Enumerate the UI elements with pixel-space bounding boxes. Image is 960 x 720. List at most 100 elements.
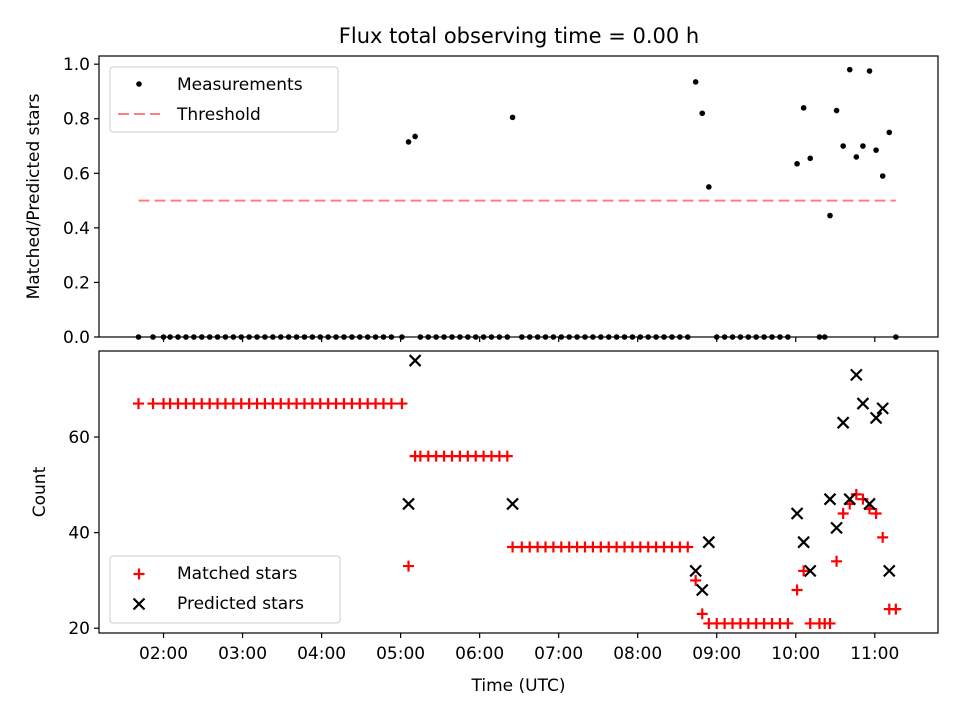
predicted-star-point: [689, 564, 702, 578]
measurement-point: [412, 133, 418, 140]
matched-star-point: [690, 574, 702, 586]
legend: Measurements Threshold: [109, 66, 339, 133]
y-tick-label: 0.8: [63, 110, 90, 130]
legend-frame: [109, 66, 339, 133]
y-axis-label: Matched/Predicted stars: [24, 93, 44, 299]
predicted-star-point: [132, 597, 146, 611]
legend-matched-label: Matched stars: [177, 564, 297, 584]
predicted-star-point: [702, 535, 716, 549]
matched-star-point: [824, 617, 836, 629]
matched-star-point: [133, 398, 145, 410]
measurement-point: [886, 129, 893, 136]
predicted-star-point: [402, 497, 415, 511]
matched-star-point: [857, 493, 869, 505]
y-axis-label: Count: [30, 466, 50, 517]
bottom-plot-area: [133, 354, 902, 629]
x-tick-label: 11:00: [850, 644, 899, 664]
matched-star-point: [385, 398, 397, 410]
measurement-point: [699, 110, 706, 117]
top-axes-frame: [98, 55, 939, 338]
predicted-star-point: [506, 497, 519, 511]
predicted-star-point: [843, 492, 857, 506]
bottom-axes-frame: [98, 350, 939, 634]
matched-star-point: [396, 398, 408, 410]
x-tick-label: 09:00: [692, 644, 741, 664]
y-tick-label: 40: [68, 524, 90, 544]
top-panel: 0.0 0.2 0.4 0.6 0.8 1.0 Matched/Predicted star…: [24, 55, 939, 348]
matched-star-point: [890, 603, 902, 615]
predicted-star-point: [695, 583, 709, 597]
measurement-point: [853, 154, 860, 160]
matched-star-point: [791, 584, 803, 596]
predicted-star-point: [797, 535, 810, 549]
matched-star-point: [507, 541, 519, 553]
measurement-point: [873, 147, 879, 153]
predicted-star-point: [869, 411, 883, 425]
predicted-star-point: [836, 416, 850, 429]
measurement-point: [833, 107, 840, 114]
x-tick-label: 04:00: [297, 644, 346, 664]
y-tick-label: 0.6: [63, 164, 90, 184]
y-tick-label: 60: [68, 428, 90, 448]
measurement-point: [840, 143, 846, 149]
matched-star-point: [682, 541, 694, 553]
bottom-panel: 20 40 60 02:00 03:00 04:00 05:00 06:00 07:00 08:0…: [30, 350, 939, 696]
predicted-star-point: [803, 564, 817, 578]
measurement-point: [846, 66, 853, 73]
legend-measurements-label: Measurements: [177, 75, 303, 95]
measurement-point: [827, 212, 833, 219]
plot-layer: 0.0 0.2 0.4 0.6 0.8 1.0 Matched/Predicted star…: [24, 55, 939, 696]
measurement-point: [860, 143, 866, 149]
x-tick-label: 05:00: [376, 644, 425, 664]
y-tick-label: 0.2: [63, 273, 90, 293]
y-tick-label: 0.4: [63, 219, 90, 239]
y-tick-label: 1.0: [63, 55, 90, 75]
matched-star-point: [798, 565, 810, 577]
matched-star-point: [877, 531, 889, 543]
predicted-star-point: [876, 402, 889, 415]
predicted-star-point: [790, 507, 804, 520]
matched-star-point: [147, 398, 159, 410]
predicted-star-point: [856, 397, 870, 410]
legend: Matched stars Predicted stars: [109, 555, 341, 624]
matched-star-point: [837, 508, 849, 520]
legend-predicted-label: Predicted stars: [177, 594, 304, 614]
predicted-star-point: [850, 368, 863, 382]
x-axis-label: Time (UTC): [471, 676, 566, 696]
matched-star-point: [831, 555, 843, 567]
matched-star-point: [850, 488, 862, 500]
measurement-point: [879, 173, 886, 179]
x-tick-label: 07:00: [534, 644, 583, 664]
measurement-point: [706, 184, 712, 190]
measurement-point: [509, 114, 516, 121]
measurement-point: [807, 155, 814, 162]
y-tick-label: 20: [68, 619, 90, 639]
x-tick-label: 08:00: [613, 644, 662, 664]
measurement-point: [866, 68, 873, 74]
chart-title: Flux total observing time = 0.00 h: [339, 24, 699, 48]
matched-star-point: [501, 450, 513, 462]
predicted-star-point: [882, 564, 896, 578]
matched-star-point: [133, 568, 145, 580]
y-tick-label: 0.0: [63, 328, 90, 348]
x-tick-label: 06:00: [455, 644, 504, 664]
matched-star-point: [782, 617, 794, 629]
legend-threshold-label: Threshold: [176, 105, 261, 125]
measurement-point: [800, 105, 807, 111]
legend-frame: [109, 555, 341, 624]
matched-star-point: [696, 608, 708, 620]
predicted-star-point: [823, 492, 837, 506]
legend-measurement-marker: [136, 81, 142, 87]
measurement-point: [692, 79, 699, 85]
predicted-star-point: [408, 354, 422, 367]
matched-star-point: [804, 617, 816, 629]
measurement-point: [405, 139, 412, 145]
x-tick-label: 03:00: [218, 644, 267, 664]
measurement-point: [794, 160, 800, 167]
x-tick-label: 10:00: [771, 644, 820, 664]
predicted-star-point: [830, 521, 843, 535]
x-tick-label: 02:00: [139, 644, 188, 664]
matched-star-point: [870, 508, 882, 520]
matched-star-point: [403, 560, 415, 572]
